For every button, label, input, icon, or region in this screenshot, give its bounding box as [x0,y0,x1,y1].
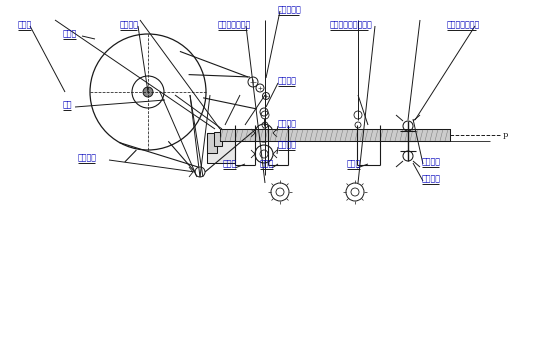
Text: 拉系轮开合手轮: 拉系轮开合手轮 [218,20,252,29]
Text: 包膜: 包膜 [63,100,73,109]
Text: 橡胶滚简: 橡胶滚简 [278,140,297,149]
Text: 打码机滚简: 打码机滚简 [278,5,302,14]
Text: 包膜卷: 包膜卷 [63,29,77,38]
Text: 拖片滚简: 拖片滚简 [78,153,97,162]
Bar [220,129,450,141]
Text: 加热轮: 加热轮 [260,159,274,168]
Text: 下横封刀: 下横封刀 [422,174,441,183]
Bar [214,132,222,146]
Text: 色标电眼: 色标电眼 [278,76,297,85]
Text: 拉系轮: 拉系轮 [223,159,237,168]
Bar [207,133,235,163]
Bar [207,133,217,153]
Text: 压全轮开合手轮: 压全轮开合手轮 [447,20,480,29]
Text: 传送器: 传送器 [18,20,32,29]
Bar [220,129,450,141]
Text: 包装产品: 包装产品 [120,20,139,29]
Text: 上横封刀: 上横封刀 [422,157,441,166]
Circle shape [143,87,153,97]
Text: p: p [503,131,509,139]
Text: 主动滚简: 主动滚简 [278,119,297,128]
Text: 压全轮: 压全轮 [347,159,361,168]
Text: 压全轮速度调节手轮: 压全轮速度调节手轮 [330,20,373,29]
